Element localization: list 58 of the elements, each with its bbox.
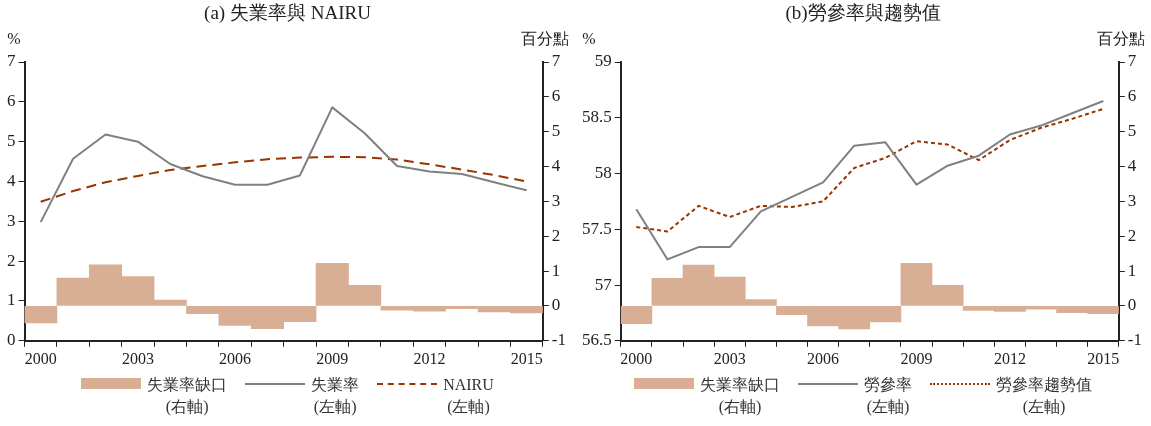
x-tick-label: 2003 <box>121 349 154 367</box>
y2-tick-label: 4 <box>1127 156 1137 176</box>
legend-label: 勞參率 (左軸) <box>864 375 912 418</box>
x-tick-label: 2006 <box>807 349 840 367</box>
y-tick-label: 58.5 <box>582 107 612 127</box>
y-tick-label: 7 <box>7 51 16 71</box>
y-tick-label: 1 <box>7 290 16 310</box>
y-axis-title: % <box>582 30 596 48</box>
y2-tick-label: 7 <box>1127 51 1137 71</box>
y2-tick-label: 2 <box>551 225 561 245</box>
y-tick-label: 6 <box>7 91 16 111</box>
y-tick-label: 59 <box>594 51 612 71</box>
x-tick-label: 2000 <box>24 349 57 367</box>
y2-tick-label: 5 <box>1127 121 1137 141</box>
x-tick-label: 2009 <box>900 349 933 367</box>
y2-tick-label: 6 <box>551 86 561 106</box>
x-tick-label: 2015 <box>1087 349 1120 367</box>
chart-title: (a) 失業率與 NAIRU <box>204 1 371 25</box>
y-tick-label: 56.5 <box>582 330 612 350</box>
y-tick-label: 57.5 <box>582 218 612 238</box>
legend-label: NAIRU (左軸) <box>443 375 494 418</box>
y2-tick-label: 1 <box>551 260 561 280</box>
y2-tick-label: 5 <box>551 121 561 141</box>
y2-tick-label: 2 <box>1127 225 1137 245</box>
y2-tick-label: 1 <box>1127 260 1137 280</box>
legend-label: 失業率缺口 (右軸) <box>147 375 228 418</box>
x-tick-label: 2000 <box>620 349 653 367</box>
x-tick-label: 2009 <box>316 349 349 367</box>
y2-tick-label: 7 <box>551 51 561 71</box>
y-tick-label: 0 <box>7 330 16 350</box>
legend-label: 失業率 (左軸) <box>311 375 360 418</box>
legend-label: 失業率缺口 (右軸) <box>700 375 780 418</box>
y2-axis-title: 百分點 <box>1097 30 1145 48</box>
y2-tick-label: 0 <box>551 295 561 315</box>
y-tick-label: 5 <box>7 131 16 151</box>
y2-tick-label: 4 <box>551 156 561 176</box>
y2-tick-label: -1 <box>551 330 567 350</box>
y2-axis-title: 百分點 <box>521 30 569 48</box>
y-tick-label: 58 <box>594 162 612 182</box>
x-tick-label: 2012 <box>413 349 446 367</box>
y-axis-title: % <box>7 30 21 48</box>
line-series <box>635 107 1105 233</box>
x-tick-label: 2015 <box>510 349 543 367</box>
chart-title: (b)勞參率與趨勢值 <box>785 1 941 25</box>
y2-tick-label: -1 <box>1127 330 1143 350</box>
x-tick-label: 2006 <box>219 349 252 367</box>
y-tick-label: 3 <box>7 210 16 230</box>
y-tick-label: 57 <box>594 274 613 294</box>
x-tick-label: 2003 <box>713 349 746 367</box>
y-tick-label: 4 <box>7 170 16 190</box>
y2-tick-label: 6 <box>1127 86 1137 106</box>
bar <box>24 306 58 324</box>
y2-tick-label: 3 <box>551 190 561 210</box>
y2-tick-label: 3 <box>1127 190 1137 210</box>
y-tick-label: 2 <box>7 250 16 270</box>
y2-tick-label: 0 <box>1127 295 1137 315</box>
x-tick-label: 2012 <box>993 349 1026 367</box>
legend-label: 勞參率趨勢值 (左軸) <box>996 375 1092 418</box>
